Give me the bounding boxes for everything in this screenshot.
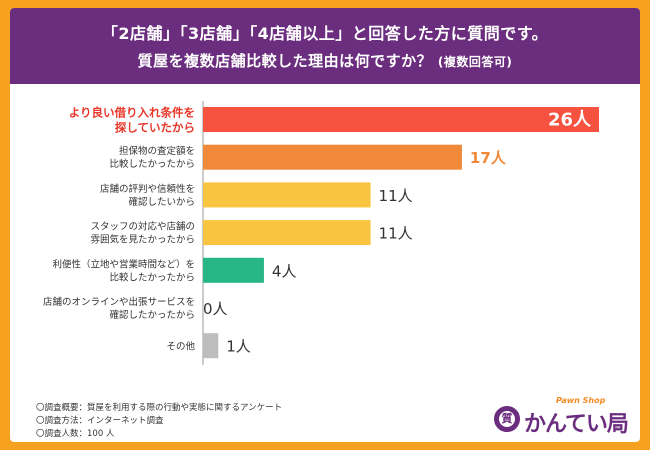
bar (203, 182, 371, 208)
survey-notes: 〇調査概要：質屋を利用する際の行動や実態に関するアンケート 〇調査方法：インター… (36, 402, 282, 441)
value-label: 11人 (379, 225, 413, 243)
banner-line-2: 質屋を複数店舗比較した理由は何ですか？ (複数回答可) (10, 50, 640, 71)
bar (203, 257, 264, 283)
bar (203, 333, 219, 359)
banner-subnote: (複数回答可) (437, 55, 513, 69)
value-label: 11人 (379, 187, 413, 205)
question-banner: 「2店舗」「3店舗」「4店舗以上」と回答した方に質問です。 質屋を複数店舗比較し… (10, 8, 640, 84)
logo-registered: ® (614, 424, 621, 432)
bar (203, 107, 599, 132)
category-label: 店舗のオンラインや出張サービスを確認したかったから (43, 296, 195, 321)
bar (203, 144, 462, 170)
logo-tagline: Pawn Shop (556, 396, 606, 405)
value-label: 17人 (470, 149, 507, 167)
pawn-mark-icon: 質 (494, 406, 520, 432)
bar (203, 220, 371, 246)
logo-name: かんてい局 (524, 412, 629, 437)
value-label: 0人 (203, 300, 228, 318)
category-label: 利便性（立地や営業時間など）を比較したかったから (52, 258, 195, 283)
infographic-card: 「2店舗」「3店舗」「4店舗以上」と回答した方に質問です。 質屋を複数店舗比較し… (10, 8, 640, 442)
logo-mark: 質 (499, 411, 515, 427)
value-label: 4人 (272, 262, 297, 280)
brand-logo: Pawn Shop 質 かんてい局 ® (482, 394, 632, 440)
category-label: 担保物の査定額を比較したかったから (109, 145, 195, 170)
category-label: より良い借り入れ条件を探していたから (69, 106, 195, 135)
category-label: 店舗の評判や信頼性を確認したいから (100, 183, 195, 208)
value-label: 26人 (548, 110, 592, 131)
note-method: 〇調査方法：インターネット調査 (36, 416, 164, 426)
category-label: その他 (166, 341, 195, 353)
note-overview: 〇調査概要：質屋を利用する際の行動や実態に関するアンケート (36, 403, 283, 413)
category-label: スタッフの対応や店舗の雰囲気を見たかったから (90, 221, 195, 246)
banner-line-1: 「2店舗」「3店舗」「4店舗以上」と回答した方に質問です。 (101, 24, 549, 43)
value-label: 1人 (226, 338, 251, 356)
banner-question: 質屋を複数店舗比較した理由は何ですか？ (137, 52, 433, 70)
note-count: 〇調査人数：100 人 (36, 429, 115, 439)
